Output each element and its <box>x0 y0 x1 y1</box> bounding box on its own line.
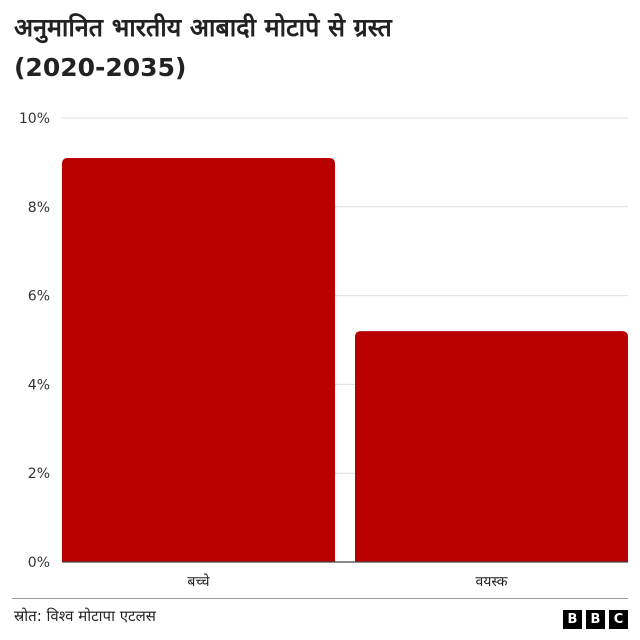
bar-1 <box>62 157 335 562</box>
chart-title-line-1: अनुमानित भारतीय आबादी मोटापे से ग्रस्त <box>14 13 392 42</box>
y-tick-label: 2% <box>28 466 50 482</box>
bbc-logo: B B C <box>563 610 628 629</box>
y-axis-tick-labels: 0% 2% 4% 6% 8% 10% <box>19 111 50 571</box>
chart-title: अनुमानित भारतीय आबादी मोटापे से ग्रस्त (… <box>14 8 614 88</box>
y-tick-label: 8% <box>28 200 50 216</box>
y-tick-label: 6% <box>28 289 50 305</box>
source-divider <box>12 598 628 599</box>
y-tick-label: 0% <box>28 555 50 571</box>
bars <box>62 157 628 562</box>
bar-2 <box>355 331 628 562</box>
x-axis-tick-labels: बच्चे वयस्क <box>187 573 507 590</box>
y-tick-label: 10% <box>19 111 50 127</box>
y-tick-label: 4% <box>28 377 50 393</box>
bbc-logo-letter-b1: B <box>563 610 582 629</box>
x-tick-label: बच्चे <box>187 573 210 590</box>
source-note: स्रोत: विश्व मोटापा एटलस <box>14 607 156 625</box>
bbc-logo-letter-c: C <box>609 610 628 629</box>
x-tick-label: वयस्क <box>475 574 507 590</box>
bbc-logo-letter-b2: B <box>586 610 605 629</box>
chart-title-line-2: (2020-2035) <box>14 53 187 82</box>
